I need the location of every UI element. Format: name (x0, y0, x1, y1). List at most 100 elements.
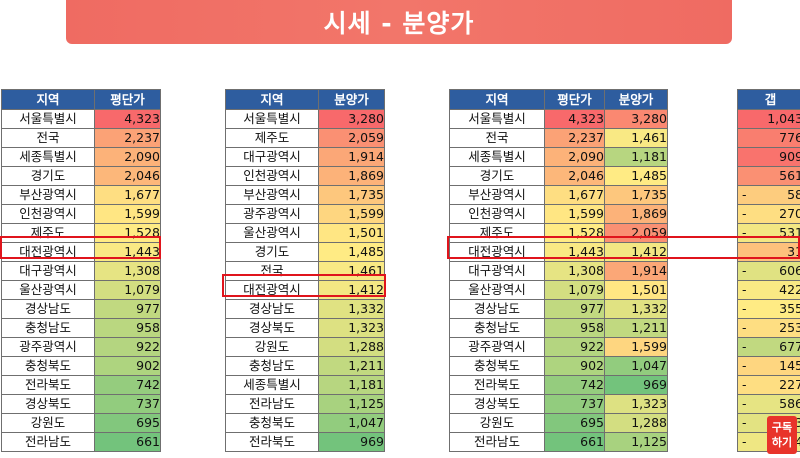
region-cell: 경기도 (1, 166, 95, 186)
gap-sign: - (742, 301, 747, 316)
table-row: 충청남도 958 1,211 (449, 318, 668, 338)
value-cell: 4,323 (94, 109, 161, 129)
table-compare: 지역 평단가 분양가 서울특별시 4,323 3,280 전국 2,237 1,461 세종… (449, 89, 668, 452)
gap-cell: - 145 (737, 356, 800, 376)
gap-value: 227 (779, 377, 800, 392)
table-row: 서울특별시 4,323 (1, 109, 161, 129)
sale-price-cell: 1,332 (604, 299, 668, 319)
gap-value: 776 (779, 130, 800, 145)
column-header-region: 지역 (449, 89, 545, 110)
table-row: 서울특별시 3,280 (225, 109, 385, 129)
avg-price-cell: 661 (544, 432, 605, 452)
table-row: - 422 (737, 280, 800, 300)
gap-sign: - (742, 225, 747, 240)
table-row: - 227 (737, 375, 800, 395)
gap-sign: - (742, 320, 747, 335)
table-row: 대구광역시 1,308 (1, 261, 161, 281)
gap-sign: - (742, 206, 747, 221)
column-header-avg-price: 평단가 (544, 89, 605, 110)
table-row: 경상남도 977 1,332 (449, 299, 668, 319)
gap-cell: 561 (737, 166, 800, 186)
table-row: 광주광역시 922 (1, 337, 161, 357)
table-row: 제주도 2,059 (225, 128, 385, 148)
table-row: 인천광역시 1,599 1,869 (449, 204, 668, 224)
table-row: - 355 (737, 299, 800, 319)
gap-sign: - (742, 415, 747, 430)
sale-price-cell: 1,869 (604, 204, 668, 224)
region-cell: 부산광역시 (449, 185, 545, 205)
value-cell: 737 (94, 394, 161, 414)
region-cell: 충청남도 (1, 318, 95, 338)
column-header-sale-price: 분양가 (604, 89, 668, 110)
gap-value: 355 (779, 301, 800, 316)
sale-price-cell: 1,735 (604, 185, 668, 205)
table-row: 전라남도 661 1,125 (449, 432, 668, 452)
table-row: 충청북도 902 1,047 (449, 356, 668, 376)
table-row: 세종특별시 2,090 1,181 (449, 147, 668, 167)
region-cell: 전라남도 (449, 432, 545, 452)
avg-price-cell: 2,046 (544, 166, 605, 186)
table-row: 부산광역시 1,677 1,735 (449, 185, 668, 205)
region-cell: 경기도 (225, 242, 319, 262)
table-row: 경상북도 1,323 (225, 318, 385, 338)
table-row: - 586 (737, 394, 800, 414)
gap-value: 145 (779, 358, 800, 373)
avg-price-cell: 977 (544, 299, 605, 319)
region-cell: 세종특별시 (225, 375, 319, 395)
region-cell: 경상남도 (225, 299, 319, 319)
table-row: 전라북도 742 969 (449, 375, 668, 395)
table-row: - 253 (737, 318, 800, 338)
avg-price-cell: 2,237 (544, 128, 605, 148)
value-cell: 1,735 (318, 185, 385, 205)
value-cell: 1,181 (318, 375, 385, 395)
region-cell: 서울특별시 (225, 109, 319, 129)
region-cell: 충청북도 (225, 413, 319, 433)
gap-value: 586 (779, 396, 800, 411)
value-cell: 1,599 (318, 204, 385, 224)
sale-price-cell: 1,485 (604, 166, 668, 186)
region-cell: 인천광역시 (449, 204, 545, 224)
sale-price-cell: 1,181 (604, 147, 668, 167)
value-cell: 1,047 (318, 413, 385, 433)
sale-price-cell: 1,047 (604, 356, 668, 376)
table-row: - 58 (737, 185, 800, 205)
region-cell: 충청남도 (225, 356, 319, 376)
value-cell: 2,090 (94, 147, 161, 167)
table-sale-price: 지역 분양가 서울특별시 3,280 제주도 2,059 대구광역시 1,914 인천광역시… (225, 89, 385, 452)
gap-sign: - (742, 396, 747, 411)
table-row: 강원도 695 1,288 (449, 413, 668, 433)
region-cell: 광주광역시 (449, 337, 545, 357)
table-row: - 606 (737, 261, 800, 281)
gap-value: 253 (779, 320, 800, 335)
region-cell: 경상남도 (1, 299, 95, 319)
value-cell: 922 (94, 337, 161, 357)
value-cell: 1,288 (318, 337, 385, 357)
table-row: 경기도 1,485 (225, 242, 385, 262)
avg-price-cell: 4,323 (544, 109, 605, 129)
gap-value: 58 (787, 187, 800, 202)
region-cell: 강원도 (1, 413, 95, 433)
table-row: 세종특별시 2,090 (1, 147, 161, 167)
table-row: 부산광역시 1,677 (1, 185, 161, 205)
region-cell: 울산광역시 (449, 280, 545, 300)
value-cell: 2,237 (94, 128, 161, 148)
value-cell: 1,677 (94, 185, 161, 205)
table-row: 세종특별시 1,181 (225, 375, 385, 395)
table-row: - 145 (737, 356, 800, 376)
sale-price-cell: 1,914 (604, 261, 668, 281)
sale-price-cell: 1,125 (604, 432, 668, 452)
region-cell: 전국 (449, 128, 545, 148)
region-cell: 대구광역시 (449, 261, 545, 281)
value-cell: 902 (94, 356, 161, 376)
avg-price-cell: 737 (544, 394, 605, 414)
table-row: 강원도 1,288 (225, 337, 385, 357)
region-cell: 전라북도 (225, 432, 319, 452)
subscribe-button[interactable]: 구독 하기 (767, 416, 797, 454)
sale-price-cell: 1,461 (604, 128, 668, 148)
value-cell: 1,501 (318, 223, 385, 243)
value-cell: 2,046 (94, 166, 161, 186)
table-row: 서울특별시 4,323 3,280 (449, 109, 668, 129)
table-row: 광주광역시 922 1,599 (449, 337, 668, 357)
gap-sign: - (742, 187, 747, 202)
value-cell: 969 (318, 432, 385, 452)
